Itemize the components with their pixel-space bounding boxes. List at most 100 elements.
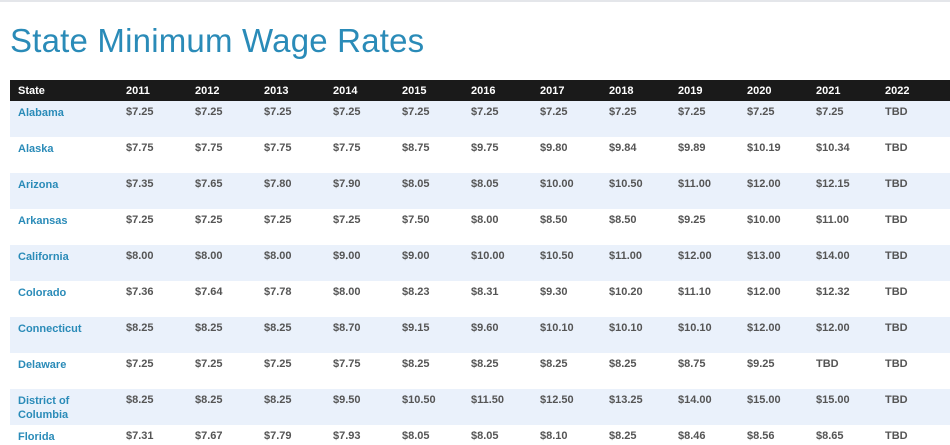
wage-cell-2015: $8.05 [394,173,463,209]
top-divider [0,0,950,2]
wage-cell-2020: $8.56 [739,425,808,445]
wage-cell-2011: $7.25 [118,101,187,137]
table-row: District of Columbia $8.25 $8.25 $8.25 $9.50… [10,389,950,425]
wage-cell-2018: $10.10 [601,317,670,353]
wage-cell-2019: $9.89 [670,137,739,173]
wage-cell-2014: $7.90 [325,173,394,209]
wage-cell-2011: $7.35 [118,173,187,209]
wage-cell-2019: $9.25 [670,209,739,245]
wage-cell-2012: $7.67 [187,425,256,445]
wage-cell-2012: $7.65 [187,173,256,209]
wage-cell-2015: $7.50 [394,209,463,245]
wage-cell-2014: $7.93 [325,425,394,445]
wage-cell-2015: $8.23 [394,281,463,317]
table-row: Colorado $7.36 $7.64 $7.78 $8.00 $8.23 $8.31 $9… [10,281,950,317]
wage-cell-2022: TBD [877,317,950,353]
state-name-cell: Connecticut [10,317,118,353]
wage-cell-2014: $8.70 [325,317,394,353]
wage-cell-2019: $11.10 [670,281,739,317]
column-header-2020: 2020 [739,80,808,101]
wage-cell-2011: $7.36 [118,281,187,317]
wage-cell-2021: $10.34 [808,137,877,173]
wage-cell-2016: $8.31 [463,281,532,317]
wage-cell-2021: $14.00 [808,245,877,281]
wage-cell-2015: $10.50 [394,389,463,425]
wage-cell-2018: $8.25 [601,353,670,389]
wage-cell-2016: $9.60 [463,317,532,353]
wage-cell-2022: TBD [877,425,950,445]
state-name-cell: Delaware [10,353,118,389]
column-header-2014: 2014 [325,80,394,101]
state-name-cell: Florida [10,425,118,445]
wage-cell-2013: $7.25 [256,101,325,137]
wage-cell-2014: $9.50 [325,389,394,425]
wage-cell-2018: $8.25 [601,425,670,445]
wage-cell-2020: $10.19 [739,137,808,173]
wage-cell-2022: TBD [877,137,950,173]
state-name-cell: Alabama [10,101,118,137]
wage-cell-2015: $7.25 [394,101,463,137]
wage-cell-2020: $15.00 [739,389,808,425]
wage-cell-2022: TBD [877,353,950,389]
wage-cell-2021: $11.00 [808,209,877,245]
wage-cell-2016: $11.50 [463,389,532,425]
wage-cell-2019: $10.10 [670,317,739,353]
column-header-2017: 2017 [532,80,601,101]
wage-cell-2016: $8.25 [463,353,532,389]
wage-cell-2018: $7.25 [601,101,670,137]
wage-cell-2015: $9.00 [394,245,463,281]
wage-cell-2011: $8.00 [118,245,187,281]
wage-cell-2013: $7.78 [256,281,325,317]
page-title: State Minimum Wage Rates [10,22,425,59]
wage-cell-2022: TBD [877,101,950,137]
column-header-2022: 2022 [877,80,950,101]
state-name-cell: Colorado [10,281,118,317]
wage-cell-2018: $13.25 [601,389,670,425]
wage-cell-2014: $9.00 [325,245,394,281]
wage-cell-2020: $12.00 [739,173,808,209]
wage-cell-2016: $9.75 [463,137,532,173]
wage-cell-2013: $8.25 [256,389,325,425]
wage-cell-2019: $7.25 [670,101,739,137]
wage-cell-2011: $8.25 [118,389,187,425]
wage-cell-2012: $7.75 [187,137,256,173]
wage-cell-2020: $9.25 [739,353,808,389]
wage-cell-2017: $8.50 [532,209,601,245]
wage-cell-2018: $10.20 [601,281,670,317]
table-row: Delaware $7.25 $7.25 $7.25 $7.75 $8.25 $8.25 $8… [10,353,950,389]
table-row: Arizona $7.35 $7.65 $7.80 $7.90 $8.05 $8.05 $10… [10,173,950,209]
column-header-2015: 2015 [394,80,463,101]
column-header-2018: 2018 [601,80,670,101]
wage-cell-2016: $10.00 [463,245,532,281]
wage-cell-2014: $7.75 [325,137,394,173]
wage-cell-2013: $7.75 [256,137,325,173]
wage-cell-2020: $12.00 [739,317,808,353]
wage-cell-2017: $8.10 [532,425,601,445]
wage-cell-2011: $8.25 [118,317,187,353]
wage-cell-2017: $8.25 [532,353,601,389]
wage-cell-2022: TBD [877,209,950,245]
wage-cell-2021: $12.32 [808,281,877,317]
wage-cell-2015: $9.15 [394,317,463,353]
wage-cell-2020: $7.25 [739,101,808,137]
table-row: Connecticut $8.25 $8.25 $8.25 $8.70 $9.15 $9.6… [10,317,950,353]
wage-cell-2011: $7.25 [118,353,187,389]
table-row: Alabama $7.25 $7.25 $7.25 $7.25 $7.25 $7.25 $7.… [10,101,950,137]
wage-cell-2021: TBD [808,353,877,389]
state-name-cell: California [10,245,118,281]
wage-cell-2012: $8.25 [187,389,256,425]
minimum-wage-table: State 2011 2012 2013 2014 2015 2016 2017 2018 201… [10,80,950,445]
wage-cell-2017: $10.00 [532,173,601,209]
wage-cell-2022: TBD [877,281,950,317]
table-body: Alabama $7.25 $7.25 $7.25 $7.25 $7.25 $7.25 $7.… [10,101,950,445]
wage-cell-2011: $7.31 [118,425,187,445]
wage-cell-2016: $8.00 [463,209,532,245]
column-header-2019: 2019 [670,80,739,101]
table-row: Arkansas $7.25 $7.25 $7.25 $7.25 $7.50 $8.00 $8… [10,209,950,245]
column-header-2016: 2016 [463,80,532,101]
wage-cell-2011: $7.25 [118,209,187,245]
wage-cell-2013: $7.79 [256,425,325,445]
wage-cell-2013: $8.00 [256,245,325,281]
wage-cell-2012: $7.25 [187,101,256,137]
